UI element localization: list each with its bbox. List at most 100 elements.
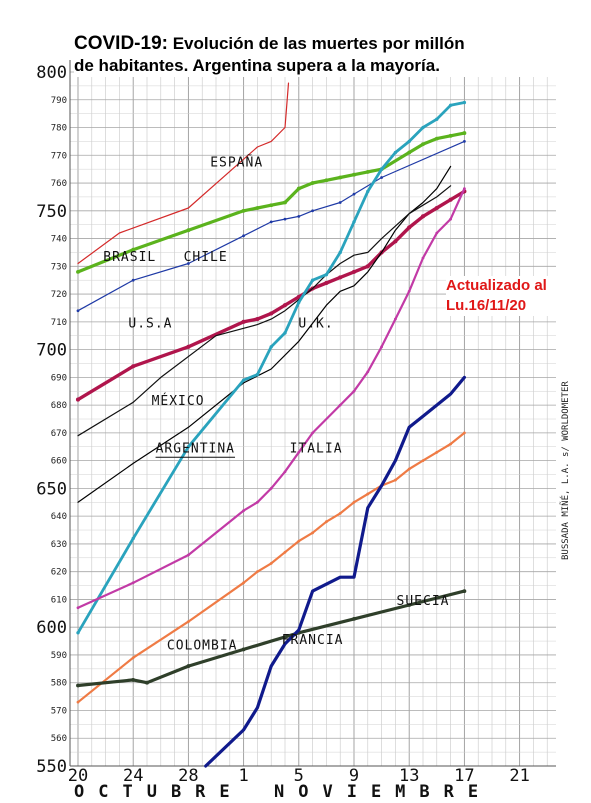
series-line [77, 185, 452, 437]
series-espaa [77, 82, 290, 265]
data-point [434, 205, 439, 211]
data-point [407, 150, 412, 155]
y-tick-label: 650 [36, 479, 67, 499]
series-chile [76, 140, 466, 313]
data-point [283, 217, 287, 221]
data-point [352, 220, 356, 224]
data-point [393, 239, 398, 244]
y-tick-label: 620 [51, 568, 67, 578]
data-point [255, 317, 260, 322]
series-label: SUECIA [397, 594, 450, 609]
data-point [421, 256, 425, 260]
series-line [77, 165, 452, 503]
data-point [297, 300, 301, 305]
data-point [75, 397, 81, 402]
data-point [407, 603, 412, 607]
data-point [366, 370, 370, 374]
data-point [352, 389, 356, 393]
y-tick-label: 670 [51, 429, 67, 439]
data-point [365, 264, 370, 269]
data-point [76, 269, 80, 274]
y-tick-label: 680 [51, 401, 67, 411]
data-point [297, 214, 301, 218]
data-point [76, 309, 80, 313]
update-note: Actualizado al Lu.16/11/20 [446, 276, 574, 316]
update-note-line-1: Actualizado al [446, 277, 547, 294]
series-label: BRASIL [103, 250, 156, 265]
data-point [256, 570, 259, 574]
data-point [186, 344, 191, 349]
series-label: U.K. [298, 316, 333, 331]
data-point [311, 531, 314, 535]
y-tick-label: 570 [51, 706, 67, 716]
y-tick-label: 600 [36, 618, 67, 638]
series-label: FRANCIA [282, 633, 344, 648]
y-tick-label: 770 [51, 151, 67, 161]
y-tick-label: 560 [51, 734, 67, 744]
data-point [435, 117, 439, 121]
y-tick-label: 690 [51, 373, 67, 383]
series-label: CHILE [184, 250, 228, 265]
x-tick-label: 9 [349, 766, 359, 786]
data-point [255, 372, 260, 377]
data-point [131, 656, 135, 660]
series-labels: ESPAÑA BRASIL CHILE U.S.A U.K. MÉXICO ARGENTIN… [103, 154, 450, 653]
series-uk [77, 165, 452, 503]
x-tick-label: 24 [123, 766, 143, 786]
data-point [145, 680, 149, 685]
data-point [421, 125, 425, 130]
data-point [283, 331, 287, 335]
data-point [462, 131, 467, 135]
data-point [325, 520, 328, 524]
credit-note: BUSSADA MIÑÉ, L.A. s/ WORLDOMETER [561, 381, 571, 560]
data-point [131, 278, 135, 282]
data-point [310, 181, 315, 185]
data-point [255, 206, 260, 210]
series-label: COLOMBIA [167, 638, 238, 653]
data-point [352, 172, 356, 177]
data-point [324, 272, 329, 277]
y-tick-label: 800 [36, 63, 67, 83]
data-point [256, 500, 259, 504]
data-point [311, 209, 314, 213]
series-line [76, 101, 466, 635]
data-point [297, 539, 301, 543]
x-tick-label: 17 [454, 766, 474, 786]
data-point [324, 178, 329, 183]
data-point [407, 467, 411, 471]
y-tick-label: 640 [51, 512, 67, 522]
y-tick-label: 750 [36, 202, 67, 222]
data-point [462, 589, 467, 594]
data-point [269, 487, 273, 490]
data-point [242, 581, 246, 585]
data-point [463, 431, 466, 435]
y-tick-label: 550 [36, 757, 67, 777]
data-point [269, 561, 273, 565]
data-point [366, 492, 370, 496]
data-point [366, 189, 370, 194]
data-point [365, 170, 370, 174]
data-point [242, 234, 246, 238]
data-point [269, 311, 274, 316]
series-francia [204, 375, 466, 768]
y-tick-label: 610 [51, 595, 67, 605]
data-point [311, 431, 314, 435]
data-point [393, 150, 398, 155]
series-line [77, 82, 290, 265]
data-point [352, 500, 356, 504]
data-point [407, 225, 412, 230]
y-tick-label: 720 [51, 290, 67, 300]
month-label-october: OCTUBRE [74, 782, 244, 802]
data-point [462, 100, 467, 105]
data-point [283, 200, 287, 205]
data-point [435, 231, 439, 235]
series-italia [76, 187, 466, 610]
title-rest: Evolución de las muertes por millón [167, 34, 465, 53]
data-point [449, 217, 452, 221]
chart-title: COVID-19: Evolución de las muertes por m… [74, 33, 574, 77]
data-point [241, 378, 246, 382]
y-tick-label: 760 [51, 179, 67, 189]
series-colombia [76, 431, 466, 704]
y-tick-label: 730 [51, 262, 67, 272]
y-tick-label: 660 [51, 457, 67, 467]
